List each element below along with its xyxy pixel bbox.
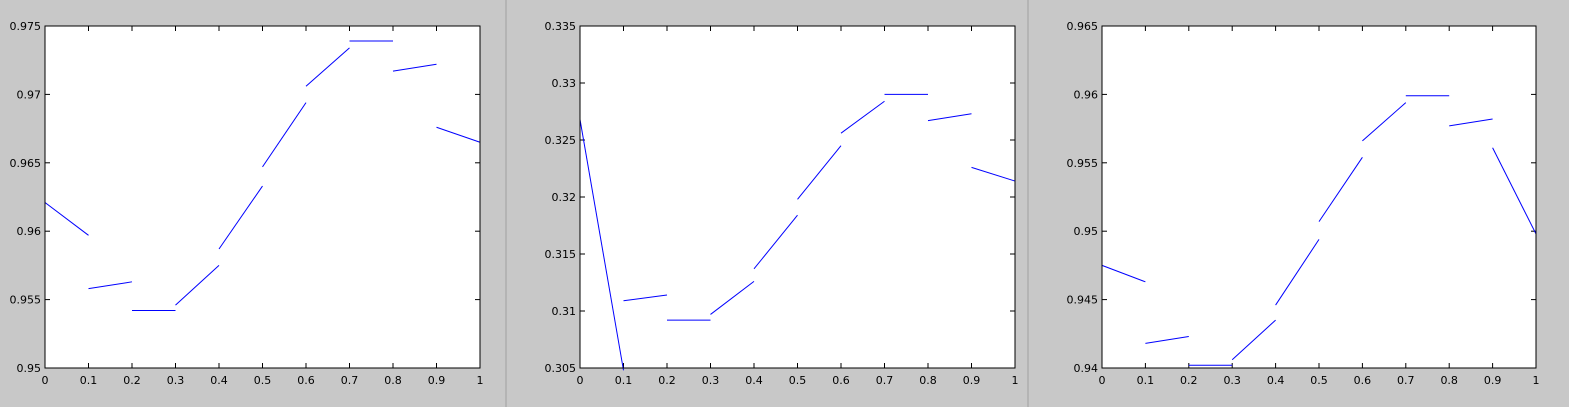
x-tick-label: 0.7 [876, 374, 894, 387]
x-tick-label: 0.1 [80, 374, 98, 387]
x-tick-label: 0.9 [963, 374, 981, 387]
data-segment-6 [797, 145, 842, 200]
data-segment-2 [88, 281, 133, 290]
data-segment-10 [1492, 147, 1537, 235]
x-tick-label: 0.2 [658, 374, 676, 387]
x-tick-label: 0.7 [341, 374, 359, 387]
data-segment-9 [392, 63, 437, 72]
x-tick-label: 0.5 [254, 374, 272, 387]
x-tick-label: 0.6 [297, 374, 315, 387]
x-tick-label: 0.3 [167, 374, 185, 387]
data-segment-5 [218, 185, 263, 250]
data-segment-1 [1101, 264, 1146, 283]
x-tick-label: 0.3 [702, 374, 720, 387]
y-tick-label: 0.31 [552, 305, 577, 318]
x-tick-label: 0.2 [123, 374, 141, 387]
y-tick-label: 0.33 [552, 77, 577, 90]
y-tick-label: 0.95 [17, 362, 42, 375]
y-tick-label: 0.96 [1074, 88, 1099, 101]
x-tick-label: 0.8 [919, 374, 937, 387]
x-tick-label: 0.5 [1310, 374, 1328, 387]
data-segment-1 [579, 119, 624, 371]
axes-frame [579, 25, 1016, 369]
axes-frame [1101, 25, 1537, 369]
data-segment-7 [1362, 102, 1407, 142]
x-tick-label: 0.7 [1397, 374, 1415, 387]
data-segment-4 [710, 280, 755, 315]
x-tick-label: 0.2 [1180, 374, 1198, 387]
data-segment-7 [305, 47, 350, 87]
x-tick-label: 0.8 [1440, 374, 1458, 387]
x-tick-label: 0.6 [1354, 374, 1372, 387]
x-tick-label: 1 [1533, 374, 1540, 387]
x-tick-label: 0.9 [428, 374, 446, 387]
y-tick-label: 0.315 [545, 248, 577, 261]
x-tick-label: 0 [1099, 374, 1106, 387]
y-tick-label: 0.955 [1067, 157, 1099, 170]
y-tick-label: 0.965 [1067, 20, 1099, 33]
x-tick-label: 0.4 [210, 374, 228, 387]
x-tick-label: 0 [577, 374, 584, 387]
x-tick-label: 0.9 [1484, 374, 1502, 387]
data-segment-9 [1449, 118, 1493, 127]
data-segment-2 [623, 294, 668, 302]
data-segment-7 [840, 100, 885, 134]
data-segment-6 [262, 102, 307, 168]
x-tick-label: 0.4 [745, 374, 763, 387]
data-segment-4 [1231, 319, 1276, 361]
x-tick-label: 0.5 [789, 374, 807, 387]
x-tick-label: 0.6 [832, 374, 850, 387]
plot-area [1102, 26, 1536, 368]
y-tick-label: 0.94 [1074, 362, 1099, 375]
plot-area [580, 26, 1015, 368]
x-tick-label: 0.4 [1267, 374, 1285, 387]
y-tick-label: 0.335 [545, 20, 577, 33]
x-tick-label: 0 [42, 374, 49, 387]
chart-3: 0 0.1 0.2 0.3 0.4 0.5 0.6 0.7 0.8 0.9 1 0.94 0.945 0.… [1067, 20, 1540, 387]
chart-1: 0 0.1 0.2 0.3 0.4 0.5 0.6 0.7 0.8 0.9 1 0.95 0.955 0.… [10, 20, 484, 387]
y-tick-label: 0.96 [17, 225, 42, 238]
y-tick-label: 0.955 [10, 294, 42, 307]
plot-area [45, 26, 480, 368]
panel-divider [505, 0, 507, 407]
data-segment-2 [1145, 336, 1189, 344]
y-tick-label: 0.95 [1074, 225, 1099, 238]
y-tick-label: 0.97 [17, 88, 42, 101]
x-tick-label: 1 [1012, 374, 1019, 387]
y-tick-label: 0.32 [552, 191, 577, 204]
data-segment-9 [927, 113, 972, 122]
data-segment-6 [1318, 157, 1363, 222]
data-segment-5 [1275, 239, 1320, 306]
chart-2: 0 0.1 0.2 0.3 0.4 0.5 0.6 0.7 0.8 0.9 1 0.305 0.31 0.… [545, 20, 1019, 387]
data-segment-5 [753, 214, 798, 270]
data-segment-4 [175, 265, 220, 306]
x-tick-label: 0.1 [1137, 374, 1155, 387]
data-segment-1 [44, 202, 89, 236]
data-segment-10 [436, 126, 481, 143]
y-tick-label: 0.945 [1067, 294, 1099, 307]
x-tick-label: 0.8 [384, 374, 402, 387]
y-tick-label: 0.305 [545, 362, 577, 375]
y-tick-label: 0.975 [10, 20, 42, 33]
x-tick-label: 0.1 [615, 374, 633, 387]
x-tick-label: 1 [477, 374, 484, 387]
x-tick-label: 0.3 [1223, 374, 1241, 387]
y-tick-label: 0.325 [545, 134, 577, 147]
panel-divider [1027, 0, 1029, 407]
axes-frame [44, 25, 481, 369]
data-segment-10 [971, 166, 1016, 182]
y-tick-label: 0.965 [10, 157, 42, 170]
